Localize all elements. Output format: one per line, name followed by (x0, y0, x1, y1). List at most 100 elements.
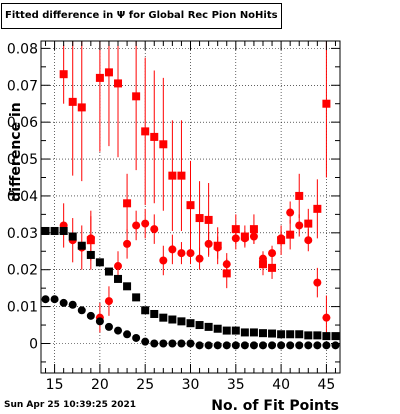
data-point-circle (159, 339, 168, 348)
data-point-circle (204, 239, 213, 248)
x-tick-label: 30 (182, 377, 200, 393)
x-tick-label: 15 (46, 377, 64, 393)
data-point-square (159, 140, 168, 149)
data-point-square (77, 241, 86, 250)
timestamp: Sun Apr 25 10:39:25 2021 (4, 400, 137, 410)
data-point-circle (213, 243, 222, 252)
data-point-circle (195, 341, 204, 350)
data-point-square (295, 191, 304, 200)
data-point-square (177, 171, 186, 180)
data-point-circle (68, 300, 77, 309)
data-point-circle (240, 234, 249, 243)
x-tick-label: 20 (91, 377, 109, 393)
y-tick-label: 0.02 (7, 263, 38, 279)
data-point-square (59, 226, 68, 235)
data-point-square (50, 226, 59, 235)
data-point-square (186, 201, 195, 210)
data-point-circle (150, 225, 159, 234)
data-point-square (240, 328, 249, 337)
data-point-circle (104, 322, 113, 331)
y-tick-label: 0 (29, 336, 38, 352)
data-point-square (313, 331, 322, 340)
data-point-circle (86, 234, 95, 243)
data-point-square (204, 322, 213, 331)
data-point-circle (114, 262, 123, 271)
data-point-circle (258, 254, 267, 263)
data-point-circle (41, 295, 50, 304)
data-point-square (141, 306, 150, 315)
data-point-circle (231, 234, 240, 243)
data-point-circle (277, 341, 286, 350)
data-point-square (95, 73, 104, 82)
y-tick-label: 0.06 (7, 115, 38, 131)
data-point-circle (186, 249, 195, 258)
data-point-circle (313, 341, 322, 350)
y-tick-label: 0.05 (7, 152, 38, 168)
data-point-circle (77, 306, 86, 315)
data-point-circle (322, 341, 331, 350)
data-point-circle (168, 245, 177, 254)
data-point-square (331, 332, 340, 341)
data-point-circle (249, 232, 258, 241)
data-point-square (295, 330, 304, 339)
data-point-circle (114, 326, 123, 335)
data-point-square (258, 329, 267, 338)
data-point-square (123, 282, 132, 291)
data-point-square (195, 321, 204, 330)
data-point-circle (50, 295, 59, 304)
data-point-square (213, 324, 222, 333)
data-point-square (249, 328, 258, 337)
data-point-circle (286, 341, 295, 350)
data-point-square (114, 79, 123, 88)
x-axis-label: No. of Fit Points (211, 398, 339, 414)
data-point-square (95, 258, 104, 267)
data-point-square (68, 97, 77, 106)
data-point-circle (304, 236, 313, 245)
data-point-circle (277, 234, 286, 243)
data-point-square (41, 226, 50, 235)
data-point-circle (286, 208, 295, 217)
data-point-square (322, 99, 331, 108)
data-point-circle (249, 341, 258, 350)
y-tick-label: 0.01 (7, 300, 38, 316)
y-axis-label: difference in (8, 102, 24, 201)
data-point-square (159, 313, 168, 322)
data-point-square (313, 204, 322, 213)
data-point-circle (132, 333, 141, 342)
y-tick-label: 0.03 (7, 226, 38, 242)
data-point-square (132, 293, 141, 302)
data-point-square (150, 309, 159, 318)
data-point-square (322, 332, 331, 341)
data-point-circle (258, 341, 267, 350)
x-tick-label: 40 (272, 377, 290, 393)
data-point-circle (304, 341, 313, 350)
data-point-circle (141, 337, 150, 346)
data-point-square (304, 219, 313, 228)
data-point-circle (313, 278, 322, 287)
data-point-square (268, 263, 277, 272)
data-point-circle (268, 249, 277, 258)
chart-title: Fitted difference in Ψ for Global Rec Pi… (1, 3, 282, 29)
data-point-circle (159, 256, 168, 265)
data-point-square (150, 132, 159, 141)
data-point-circle (132, 221, 141, 230)
data-point-square (268, 329, 277, 338)
data-point-square (123, 199, 132, 208)
data-point-square (286, 330, 295, 339)
x-tick-label: 25 (136, 377, 154, 393)
data-point-square (177, 317, 186, 326)
data-point-square (77, 103, 86, 112)
data-point-circle (123, 239, 132, 248)
y-tick-label: 0.07 (7, 78, 38, 94)
plot-area (41, 41, 340, 350)
data-point-square (68, 232, 77, 241)
data-point-square (86, 250, 95, 259)
data-point-circle (150, 339, 159, 348)
data-point-circle (95, 317, 104, 326)
data-point-square (59, 70, 68, 79)
data-point-circle (177, 339, 186, 348)
data-point-square (141, 127, 150, 136)
data-point-square (104, 68, 113, 77)
y-tick-label: 0.04 (7, 189, 38, 205)
